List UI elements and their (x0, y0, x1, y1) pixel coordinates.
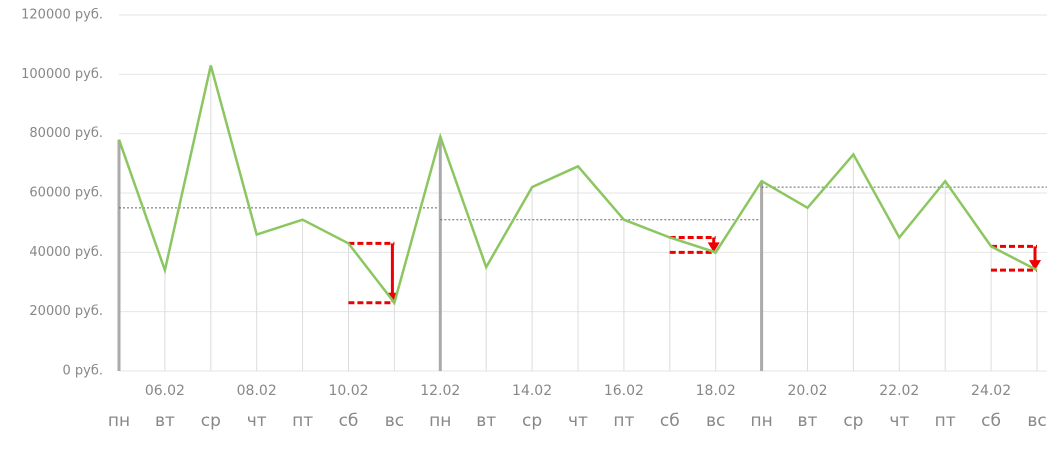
weekday-label: чт (889, 411, 909, 431)
weekday-label: вт (476, 411, 496, 431)
weekday-label: ср (522, 411, 542, 431)
weekday-label: ср (843, 411, 863, 431)
x-tick-label: 18.02 (696, 383, 736, 399)
y-tick-label: 20000 руб. (29, 304, 103, 319)
x-tick-label: 12.02 (420, 383, 460, 399)
series-line (117, 65, 1038, 306)
y-tick-label: 40000 руб. (29, 245, 103, 260)
y-tick-label: 80000 руб. (29, 126, 103, 141)
weekday-label: пт (613, 411, 634, 431)
weekday-label: пн (429, 411, 451, 431)
y-tick-label: 0 руб. (63, 364, 104, 379)
x-tick-label: 14.02 (512, 383, 552, 399)
weekday-label: вс (385, 411, 404, 431)
x-tick-label: 22.02 (879, 383, 919, 399)
x-tick-label: 24.02 (971, 383, 1011, 399)
y-tick-label: 100000 руб. (21, 67, 103, 82)
x-tick-label: 08.02 (237, 383, 277, 399)
weekday-label: ср (201, 411, 221, 431)
x-tick-label: 06.02 (145, 383, 185, 399)
y-tick-label: 120000 руб. (21, 8, 103, 23)
weekday-label: пт (935, 411, 956, 431)
weekday-label: сб (981, 411, 1001, 431)
weekday-label: сб (339, 411, 359, 431)
weekday-label: вс (1027, 411, 1046, 431)
weekday-label: чт (247, 411, 267, 431)
weekday-label: чт (568, 411, 588, 431)
x-tick-label: 16.02 (604, 383, 644, 399)
weekday-label: вт (798, 411, 818, 431)
drop-arrow-head (1029, 260, 1041, 271)
drop-arrow-head (707, 242, 720, 253)
weekday-label: вс (706, 411, 725, 431)
x-tick-label: 20.02 (787, 383, 827, 399)
weekday-label: пн (750, 411, 772, 431)
weekday-label: сб (660, 411, 680, 431)
weekday-label: пт (292, 411, 313, 431)
weekday-label: вт (155, 411, 175, 431)
x-tick-label: 10.02 (328, 383, 368, 399)
y-tick-label: 60000 руб. (29, 186, 103, 201)
weekday-label: пн (108, 411, 130, 431)
